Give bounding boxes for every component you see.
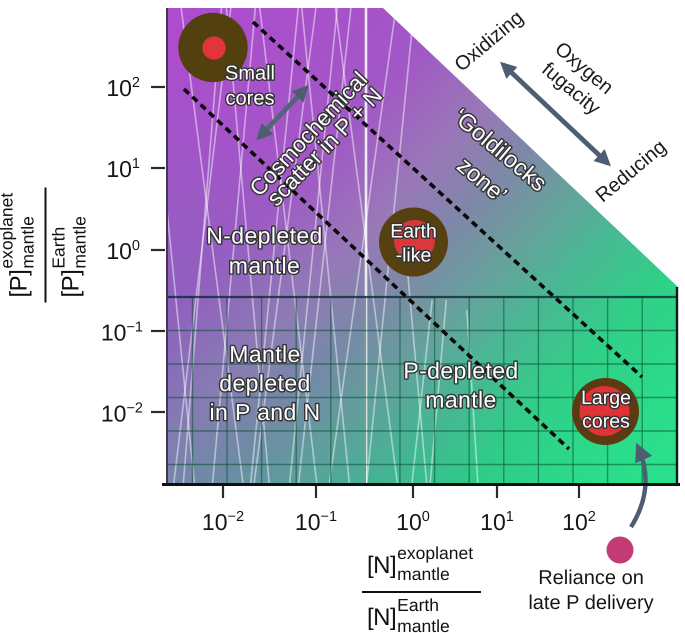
svg-text:-like: -like bbox=[396, 245, 432, 267]
svg-text:10−1: 10−1 bbox=[101, 320, 143, 346]
svg-text:P-depleted: P-depleted bbox=[403, 358, 518, 384]
svg-text:100: 100 bbox=[106, 238, 140, 264]
svg-text:Mantle: Mantle bbox=[229, 341, 300, 367]
svg-text:Oxidizing: Oxidizing bbox=[451, 7, 528, 77]
svg-text:102: 102 bbox=[106, 75, 140, 101]
svg-text:102: 102 bbox=[562, 509, 596, 535]
svg-text:10−1: 10−1 bbox=[295, 509, 337, 535]
svg-text:10−2: 10−2 bbox=[101, 401, 143, 427]
svg-text:Reducing: Reducing bbox=[592, 136, 671, 207]
svg-text:101: 101 bbox=[480, 509, 514, 535]
svg-text:Earth: Earth bbox=[390, 221, 437, 243]
svg-text:Large: Large bbox=[581, 387, 631, 409]
svg-text:Small: Small bbox=[225, 63, 275, 85]
svg-text:depleted: depleted bbox=[219, 370, 310, 396]
svg-text:cores: cores bbox=[582, 411, 630, 433]
svg-text:10−2: 10−2 bbox=[202, 509, 244, 535]
svg-text:N-depleted: N-depleted bbox=[206, 223, 323, 249]
svg-text:mantle: mantle bbox=[229, 253, 300, 279]
svg-text:cores: cores bbox=[226, 88, 275, 110]
svg-text:101: 101 bbox=[106, 156, 140, 182]
svg-text:in P and N: in P and N bbox=[210, 399, 321, 425]
svg-text:100: 100 bbox=[396, 509, 430, 535]
svg-text:mantle: mantle bbox=[425, 387, 496, 413]
